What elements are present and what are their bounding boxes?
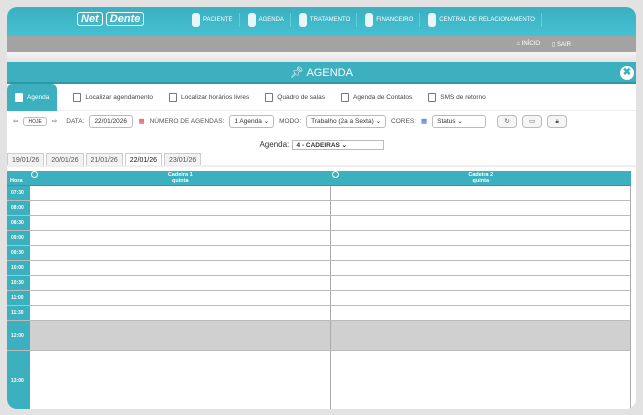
time-slot[interactable] bbox=[331, 306, 631, 320]
time-row: 10:30 bbox=[7, 276, 631, 291]
tab-icon bbox=[15, 92, 23, 102]
tab-icon bbox=[340, 92, 349, 102]
headset-icon bbox=[428, 13, 437, 27]
time-row: 11:30 bbox=[7, 306, 631, 321]
date-tab[interactable]: 19/01/26 bbox=[7, 153, 45, 165]
time-slot[interactable] bbox=[30, 186, 331, 200]
time-row: 13:00 bbox=[7, 351, 631, 409]
lock-button[interactable]: 🔒︎ bbox=[547, 114, 568, 128]
date-tab[interactable]: 21/01/26 bbox=[85, 153, 123, 165]
tab-1[interactable]: Localizar agendamento bbox=[73, 92, 153, 102]
nav-central[interactable]: CENTRAL DE RELACIONAMENTO bbox=[428, 13, 542, 27]
time-row: 09:30 bbox=[7, 246, 631, 261]
date-tab[interactable]: 22/01/26 bbox=[124, 153, 162, 165]
time-slot[interactable] bbox=[331, 351, 631, 409]
person-icon bbox=[192, 13, 200, 27]
tab-0[interactable]: Agenda bbox=[7, 83, 58, 111]
toolbar: ⇦ HOJE ⇨ DATA: 22/01/2026 ▦ NÚMERO DE AG… bbox=[7, 111, 636, 131]
time-slot[interactable] bbox=[330, 321, 631, 350]
clock-icon[interactable] bbox=[31, 171, 38, 178]
time-row: 08:30 bbox=[7, 216, 631, 231]
netdente-logo[interactable]: Net Dente bbox=[77, 12, 145, 26]
colors-select[interactable]: Status bbox=[432, 114, 487, 128]
time-slot[interactable] bbox=[30, 231, 331, 245]
agenda-select[interactable]: 4 - CADEIRAS bbox=[291, 140, 384, 150]
tab-icon bbox=[169, 92, 177, 102]
time-slot[interactable] bbox=[30, 306, 331, 320]
time-row: 11:00 bbox=[7, 291, 631, 306]
time-slot[interactable] bbox=[331, 261, 631, 275]
time-row: 07:30 bbox=[7, 186, 631, 201]
time-slot[interactable] bbox=[331, 246, 631, 260]
time-slot[interactable] bbox=[30, 276, 331, 290]
monitor-button[interactable]: ▭ bbox=[522, 114, 543, 128]
tab-2[interactable]: Localizar horários livres bbox=[169, 92, 249, 102]
top-nav: Net Dente PACIENTE AGENDA TRATAMENTO FINANC… bbox=[7, 7, 636, 36]
calendar-icon[interactable]: ▦ bbox=[138, 118, 145, 125]
app-window: Net Dente PACIENTE AGENDA TRATAMENTO FINANC… bbox=[7, 7, 636, 409]
time-slot[interactable] bbox=[30, 201, 331, 215]
tab-3[interactable]: Quadro de salas bbox=[265, 92, 325, 102]
tab-icon bbox=[428, 92, 437, 102]
notebook-icon bbox=[247, 13, 256, 27]
nav-agenda[interactable]: AGENDA bbox=[247, 13, 291, 27]
today-button[interactable]: HOJE bbox=[23, 116, 47, 126]
prev-day-button[interactable]: ⇦ bbox=[13, 118, 19, 125]
time-slot[interactable] bbox=[331, 231, 631, 245]
time-slot[interactable] bbox=[331, 276, 631, 290]
column-header: Cadeira 1 quinta bbox=[30, 171, 331, 185]
time-slot[interactable] bbox=[331, 216, 631, 230]
home-link[interactable]: ⌂ INÍCIO bbox=[516, 41, 541, 47]
next-day-button[interactable]: ⇨ bbox=[51, 118, 58, 125]
time-row: 12:00 bbox=[7, 321, 631, 351]
time-slot[interactable] bbox=[30, 291, 331, 305]
time-slot[interactable] bbox=[331, 291, 631, 305]
tab-icon bbox=[73, 92, 82, 102]
column-header: Cadeira 2 quinta bbox=[331, 171, 632, 185]
num-agendas-select[interactable]: 1 Agenda bbox=[229, 114, 275, 128]
close-button[interactable]: ✖ bbox=[620, 66, 634, 80]
time-slot[interactable] bbox=[30, 246, 331, 260]
page-title: 📌︎ AGENDA ✖ bbox=[7, 62, 636, 84]
time-row: 09:00 bbox=[7, 231, 631, 246]
time-slot[interactable] bbox=[331, 186, 631, 200]
exit-link[interactable]: ▯ SAIR bbox=[552, 41, 571, 48]
palette-icon: ▦ bbox=[420, 118, 428, 125]
time-slot[interactable] bbox=[30, 216, 331, 230]
nav-paciente[interactable]: PACIENTE bbox=[192, 13, 240, 27]
date-input[interactable]: 22/01/2026 bbox=[89, 114, 134, 128]
date-tab[interactable]: 20/01/26 bbox=[46, 153, 84, 165]
refresh-button[interactable]: ↻ bbox=[497, 114, 518, 128]
tab-icon bbox=[265, 92, 274, 102]
schedule-grid: Hora Cadeira 1 quinta Cadeira 2 quinta 07:30… bbox=[7, 171, 631, 409]
mode-select[interactable]: Trabalho (2a a Sexta) bbox=[306, 114, 387, 128]
time-slot[interactable] bbox=[30, 351, 331, 409]
clock-icon[interactable] bbox=[331, 171, 339, 178]
time-slot[interactable] bbox=[331, 201, 631, 215]
date-tab[interactable]: 23/01/26 bbox=[164, 153, 202, 165]
time-slot[interactable] bbox=[30, 261, 331, 275]
nav-tratamento[interactable]: TRATAMENTO bbox=[298, 13, 358, 27]
pin-icon: 📌︎ bbox=[290, 67, 307, 79]
dollar-icon bbox=[365, 13, 374, 27]
time-row: 08:00 bbox=[7, 201, 631, 216]
tab-5[interactable]: SMS de retorno bbox=[428, 92, 486, 102]
nav-financeiro[interactable]: FINANCEIRO bbox=[365, 13, 421, 27]
tooth-icon bbox=[298, 13, 307, 27]
user-bar: ⌂ INÍCIO ▯ SAIR bbox=[7, 36, 636, 52]
time-row: 10:00 bbox=[7, 261, 631, 276]
time-slot[interactable] bbox=[30, 321, 331, 350]
tab-4[interactable]: Agenda de Contatos bbox=[340, 92, 412, 102]
